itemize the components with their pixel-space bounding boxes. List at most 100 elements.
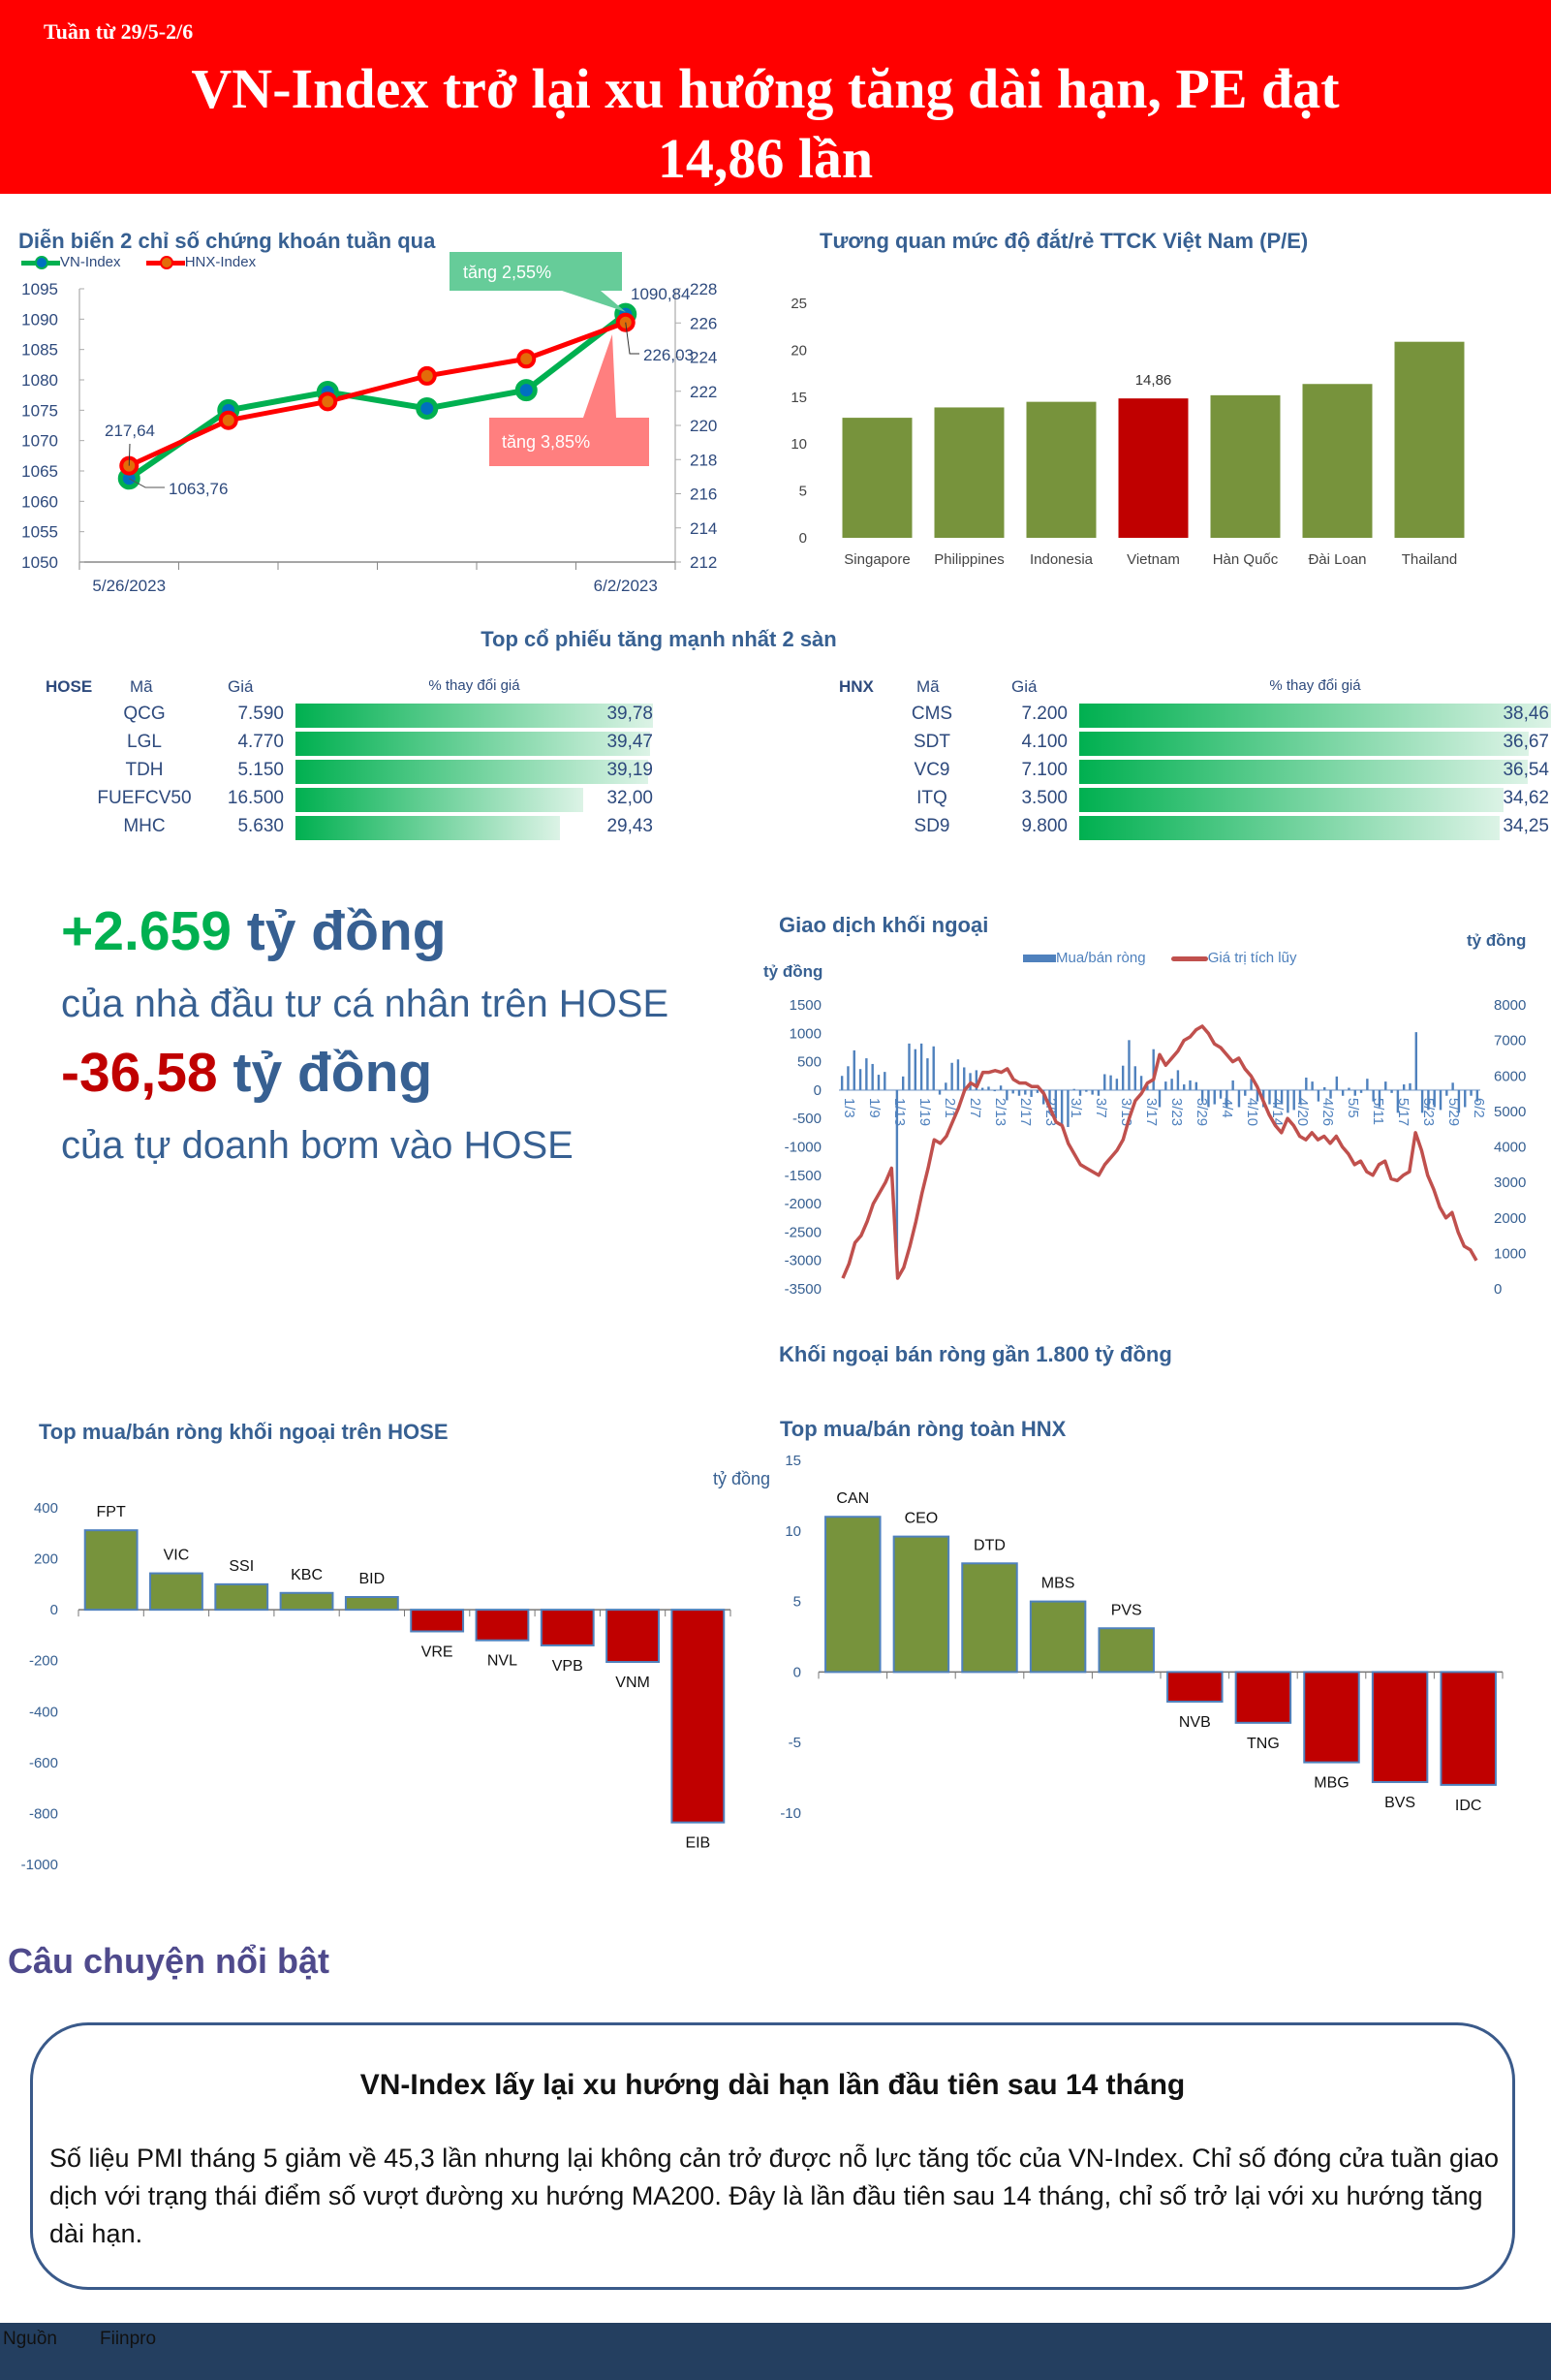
net-flow-bar xyxy=(1115,1079,1119,1090)
individual-value: +2.659 xyxy=(61,900,232,962)
foreign-left-tick-label: -3000 xyxy=(785,1253,822,1269)
foreign-x-label: 5/29 xyxy=(1445,1098,1462,1126)
hnx-foreign-y-tick-label: 5 xyxy=(793,1594,801,1611)
hnx-foreign-bar-label: DTD xyxy=(974,1537,1006,1553)
hnx-foreign-bar-label: CAN xyxy=(836,1490,869,1507)
index-left-tick-label: 1080 xyxy=(21,371,58,390)
hnx-foreign-y-tick-label: -5 xyxy=(789,1735,801,1751)
net-flow-bar xyxy=(1396,1089,1400,1113)
net-flow-bar xyxy=(1451,1082,1454,1090)
net-flow-bar xyxy=(1067,1089,1070,1127)
index-chart-title: Diễn biến 2 chỉ số chứng khoán tuần qua xyxy=(18,229,436,253)
pe-y-tick-label: 0 xyxy=(799,530,807,547)
hose-foreign-y-tick-label: -600 xyxy=(29,1755,58,1771)
net-flow-bar xyxy=(1250,1079,1253,1090)
foreign-x-label: 3/29 xyxy=(1194,1098,1210,1126)
net-flow-bar xyxy=(1414,1032,1417,1090)
net-flow-bar xyxy=(919,1043,923,1090)
foreign-left-tick-label: 0 xyxy=(814,1082,822,1099)
hose-foreign-bar-nvl xyxy=(475,1609,530,1642)
hnx-foreign-bar-label: CEO xyxy=(905,1511,939,1527)
foreign-x-label: 1/13 xyxy=(891,1098,908,1126)
pe-y-tick-label: 25 xyxy=(791,296,807,312)
hose-foreign-bar-vnm xyxy=(605,1609,660,1664)
pe-x-label: Singapore xyxy=(844,551,910,568)
hose-row-code: TDH xyxy=(125,760,164,780)
index-right-tick-label: 222 xyxy=(690,383,717,401)
hnx-foreign-bar-label: MBS xyxy=(1041,1576,1075,1592)
net-flow-bar xyxy=(840,1076,844,1090)
hose-foreign-bar-label: EIB xyxy=(685,1835,710,1852)
index-left-tick-label: 1095 xyxy=(21,280,58,298)
net-flow-bar xyxy=(1409,1082,1411,1090)
hose-foreign-y-tick-label: 0 xyxy=(50,1602,58,1618)
story-body: Số liệu PMI tháng 5 giảm về 45,3 lần như… xyxy=(49,2144,1500,2248)
pe-chart-title: Tương quan mức độ đắt/rẻ TTCK Việt Nam (… xyxy=(820,229,1309,253)
hnx-index-point xyxy=(417,365,437,386)
foreign-x-label: 3/17 xyxy=(1143,1098,1160,1126)
hose-foreign-bar-label: NVL xyxy=(487,1653,517,1670)
foreign-right-tick-label: 4000 xyxy=(1494,1140,1526,1156)
foreign-x-label: 1/19 xyxy=(916,1098,933,1126)
hnx-row-code: SD9 xyxy=(914,816,950,836)
hose-row-code: MHC xyxy=(123,816,166,836)
hose-row-code: FUEFCV50 xyxy=(97,788,192,808)
hnx-index-point xyxy=(516,349,537,369)
hose-foreign-bar-label: VIC xyxy=(164,1548,190,1564)
net-flow-bar xyxy=(1445,1089,1448,1096)
net-flow-bar xyxy=(980,1087,984,1090)
vn-index-legend-swatch xyxy=(21,255,60,269)
net-flow-bar xyxy=(884,1072,886,1090)
foreign-left-tick-label: 1000 xyxy=(790,1025,822,1042)
foreign-x-label: 4/20 xyxy=(1294,1098,1311,1126)
hnx-col-price: Giá xyxy=(1011,677,1038,696)
hnx-last-leader xyxy=(625,322,639,355)
net-flow-bar xyxy=(999,1085,1003,1090)
net-flow-bar xyxy=(1207,1089,1210,1108)
hose-foreign-bar-label: VRE xyxy=(421,1644,453,1660)
foreign-x-label: 3/23 xyxy=(1168,1098,1185,1126)
index-x-label: 6/2/2023 xyxy=(594,577,658,595)
hnx-foreign-y-tick-label: -10 xyxy=(780,1805,801,1822)
hnx-exchange-label: HNX xyxy=(839,677,874,696)
net-flow-bar xyxy=(1366,1079,1369,1090)
hnx-first-leader xyxy=(128,443,131,466)
hnx-row-price: 7.200 xyxy=(1021,704,1068,724)
hnx-foreign-bar-label: PVS xyxy=(1111,1602,1142,1618)
hose-row-change-value: 32,00 xyxy=(606,788,653,808)
hnx-foreign-unit: tỷ đồng xyxy=(713,1469,771,1488)
net-flow-bar xyxy=(895,1089,899,1272)
net-flow-bar xyxy=(1103,1074,1106,1090)
hnx-foreign-bar-label: BVS xyxy=(1384,1795,1415,1811)
individual-unit: tỷ đồng xyxy=(231,900,447,962)
index-right-tick-label: 220 xyxy=(690,417,717,435)
net-flow-bar xyxy=(987,1086,990,1090)
index-right-tick-label: 216 xyxy=(690,485,717,504)
net-flow-bar xyxy=(932,1046,935,1090)
hnx-index-last-label: 226,03 xyxy=(643,346,694,364)
hose-foreign-bar-vic xyxy=(149,1572,203,1612)
hnx-foreign-bar-label: IDC xyxy=(1455,1798,1482,1814)
index-left-tick-label: 1085 xyxy=(21,341,58,360)
net-flow-bar xyxy=(1378,1089,1381,1108)
hnx-row-change-bar xyxy=(1079,788,1504,812)
foreign-left-tick-label: 1500 xyxy=(790,997,822,1014)
index-left-tick-label: 1090 xyxy=(21,310,58,329)
net-flow-bar xyxy=(1335,1076,1339,1090)
hose-col-price: Giá xyxy=(228,677,254,696)
foreign-left-tick-label: -2000 xyxy=(785,1196,822,1212)
foreign-left-tick-label: -3500 xyxy=(785,1281,822,1298)
hose-foreign-bar-label: SSI xyxy=(229,1558,254,1575)
hose-foreign-y-tick-label: -200 xyxy=(29,1653,58,1670)
net-flow-bar xyxy=(1183,1084,1186,1090)
net-flow-bar xyxy=(1464,1089,1467,1108)
net-flow-bar xyxy=(1237,1089,1241,1108)
hose-foreign-y-tick-label: -1000 xyxy=(21,1857,58,1873)
hose-foreign-bar-vpb xyxy=(540,1609,595,1646)
hose-row-code: QCG xyxy=(123,704,166,724)
story-title: VN-Index lấy lại xu hướng dài hạn lần đầ… xyxy=(359,2069,1186,2101)
story-box: VN-Index lấy lại xu hướng dài hạn lần đầ… xyxy=(30,2022,1515,2290)
hose-foreign-bar-label: FPT xyxy=(97,1504,126,1520)
foreign-right-unit: tỷ đồng xyxy=(1467,931,1527,950)
hose-foreign-title: Top mua/bán ròng khối ngoại trên HOSE xyxy=(39,1420,449,1444)
